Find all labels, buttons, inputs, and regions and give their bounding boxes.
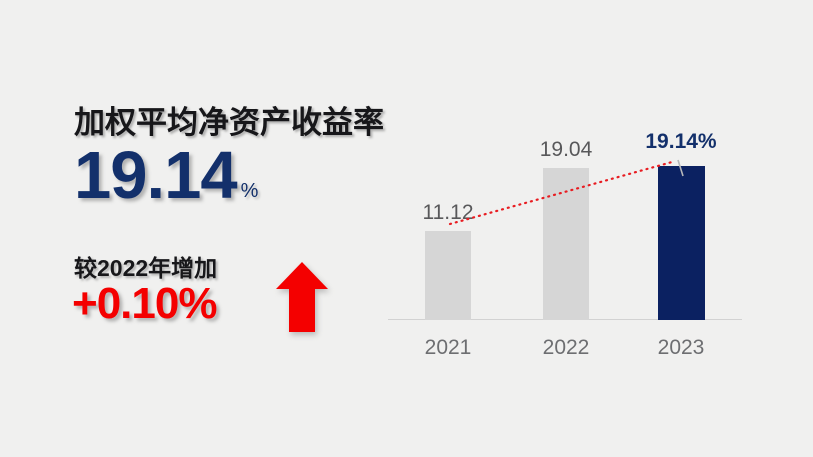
bar-value-label: 11.12 xyxy=(422,201,474,224)
kpi-delta-caption: 较2022年增加 xyxy=(74,255,218,281)
kpi-panel: 加权平均净资产收益率 19.14 % 较2022年增加 +0.10% xyxy=(0,0,400,457)
chart-category-label: 2022 xyxy=(542,336,590,359)
arrow-up-icon xyxy=(276,262,328,332)
bar-chart: 11.12 2021 19.04 2022 19.14% 2023 xyxy=(380,120,750,370)
chart-plot-area: 11.12 2021 19.04 2022 19.14% 2023 xyxy=(380,120,750,370)
chart-category-label: 2021 xyxy=(424,336,472,359)
bar-value-label-highlight: 19.14% xyxy=(645,130,717,153)
kpi-primary-value: 19.14 xyxy=(74,138,238,213)
kpi-value-group: 19.14 % xyxy=(74,138,259,213)
page-title: 加权平均净资产收益率 xyxy=(74,105,384,140)
table-row[interactable] xyxy=(425,231,471,320)
chart-category-label: 2023 xyxy=(657,336,705,359)
kpi-delta-value: +0.10% xyxy=(72,279,217,328)
bar-value-label: 19.04 xyxy=(539,138,593,161)
kpi-unit-label: % xyxy=(240,179,259,202)
table-row[interactable] xyxy=(658,166,705,320)
table-row[interactable] xyxy=(543,168,589,320)
